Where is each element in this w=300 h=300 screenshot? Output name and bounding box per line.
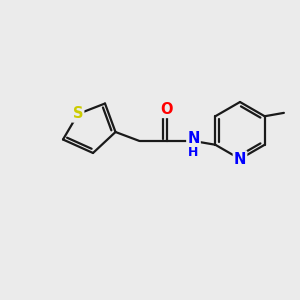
Text: O: O [160, 102, 173, 117]
Text: N: N [187, 131, 200, 146]
Text: N: N [234, 152, 246, 166]
Text: S: S [73, 106, 83, 122]
Text: H: H [188, 146, 199, 159]
